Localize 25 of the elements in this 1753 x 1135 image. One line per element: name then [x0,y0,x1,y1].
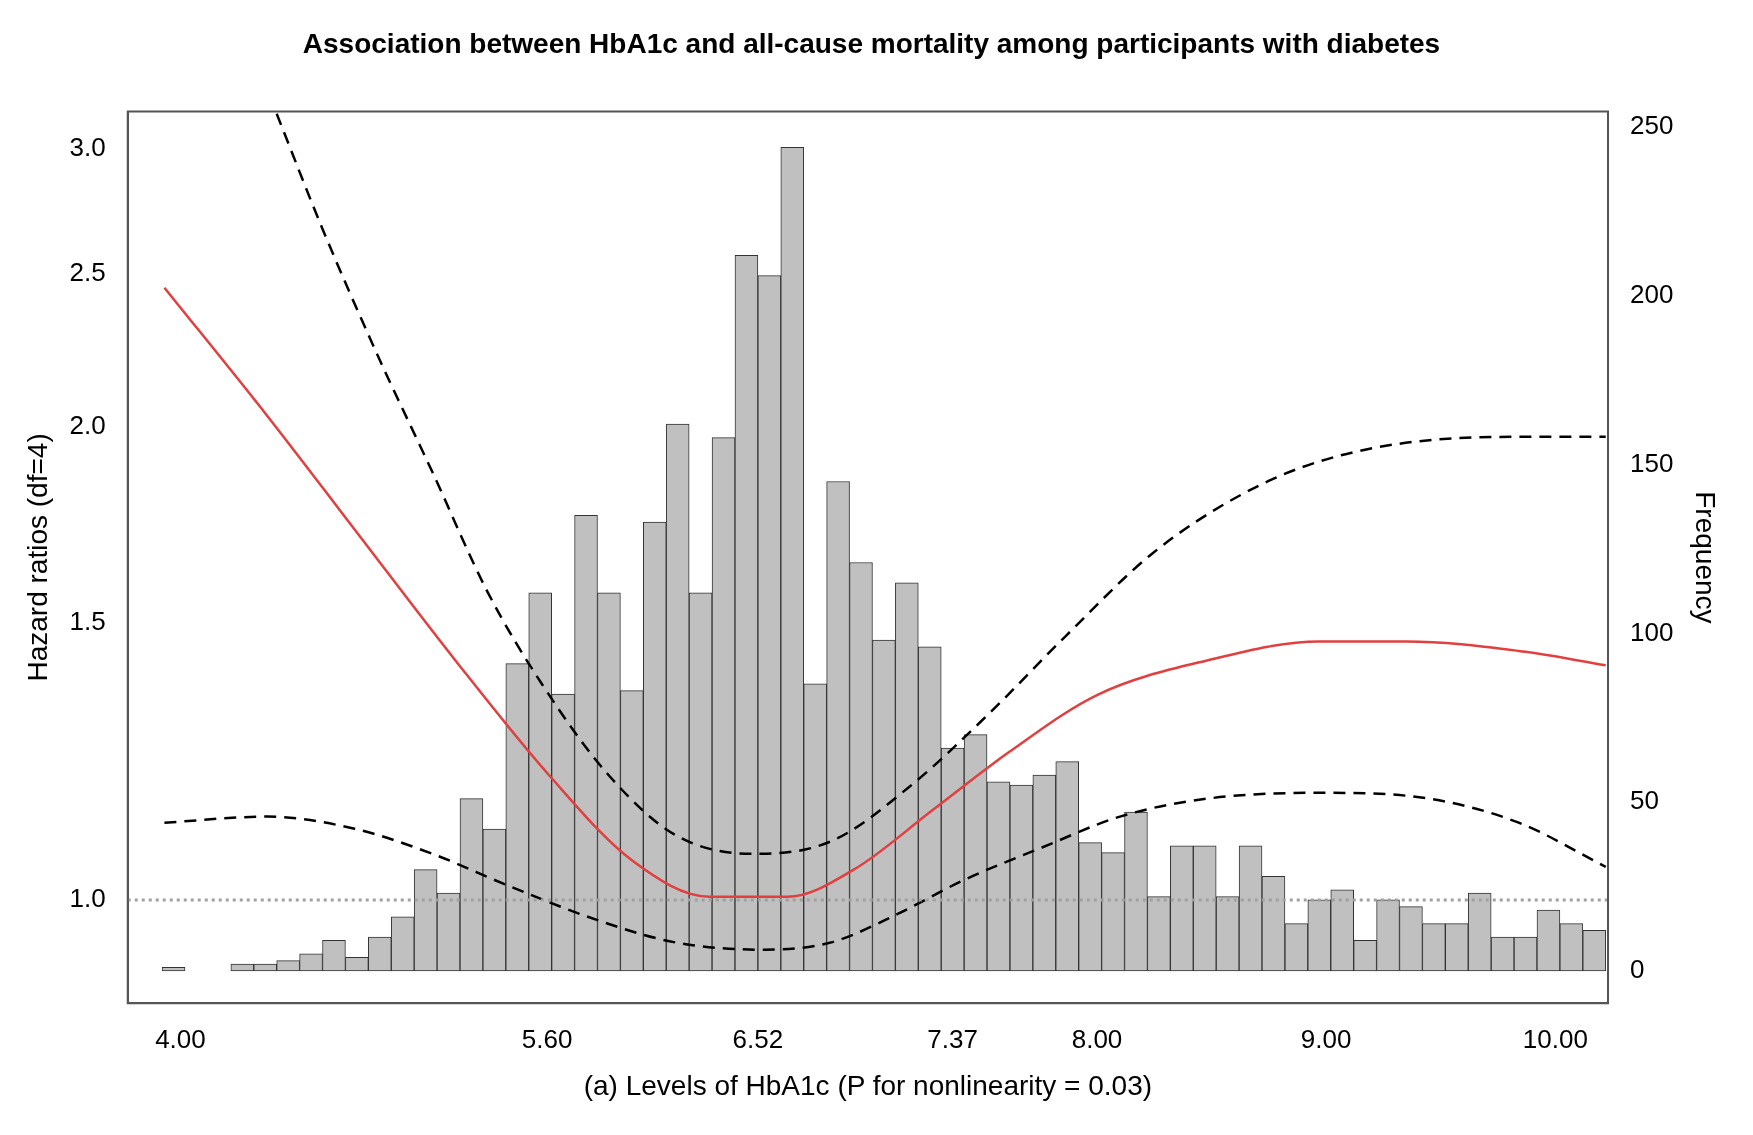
y-tick-label: 2.0 [69,409,106,440]
y2-tick-label: 150 [1630,447,1674,478]
y-tick-label: 1.5 [69,606,106,637]
line-series [275,112,1607,856]
y2-tick-label: 250 [1630,110,1674,141]
y2-axis-title: Frequency [1690,491,1722,624]
y2-tick-label: 100 [1630,616,1674,647]
y-axis-title: Hazard ratios (df=4) [21,433,53,682]
y-tick-label: 1.0 [69,883,106,914]
x-axis-title: (a) Levels of HbA1c (P for nonlinearity = 0.03) [583,1069,1153,1101]
y-tick-label: 2.5 [69,257,106,288]
x-tick-label: 4.00 [155,1023,206,1054]
x-tick-label: 8.00 [1071,1023,1123,1054]
y2-tick-label: 50 [1630,785,1659,816]
x-tick-label: 7.37 [927,1023,978,1054]
line-series [163,791,1607,951]
y2-tick-label: 200 [1630,279,1674,310]
x-tick-label: 10.00 [1522,1023,1588,1054]
x-tick-label: 6.52 [732,1023,784,1054]
x-tick-label: 5.60 [521,1023,573,1054]
line-series [163,286,1607,898]
chart-title: Association between HbA1c and all-cause mortality among participants with diabetes [302,27,1441,59]
y2-tick-label: 0 [1630,953,1645,984]
x-tick-label: 9.00 [1300,1023,1352,1054]
y-tick-label: 3.0 [69,132,106,163]
